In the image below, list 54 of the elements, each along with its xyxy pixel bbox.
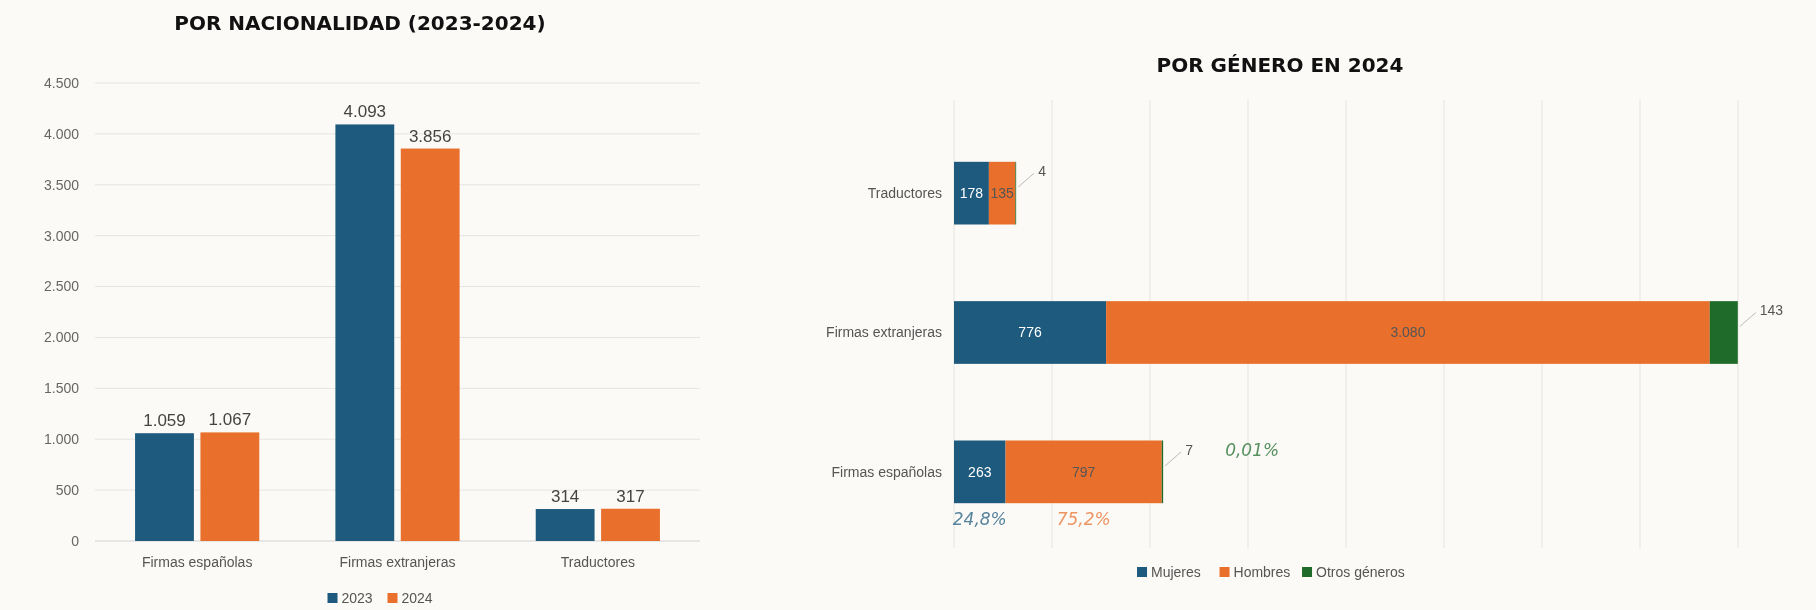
y-tick-label: 1.500 <box>43 380 80 397</box>
data-label: 776 <box>1018 324 1042 341</box>
x-tick-label: Firmas españolas <box>141 554 253 570</box>
data-label: 3.080 <box>1390 324 1426 341</box>
data-label: 1.067 <box>208 410 252 430</box>
legend-label: Mujeres <box>1151 563 1201 580</box>
data-label: 797 <box>1071 463 1096 480</box>
y-tick-label: Firmas españolas <box>831 463 942 480</box>
x-tick-label: Traductores <box>560 554 635 570</box>
y-tick-label: 500 <box>55 482 80 499</box>
data-label: 143 <box>1759 302 1784 319</box>
bar <box>1106 301 1710 364</box>
bar <box>601 508 660 541</box>
legend-label: 2024 <box>401 589 433 606</box>
data-label: 4 <box>1038 163 1047 180</box>
legend-label: 2023 <box>341 589 373 606</box>
chart-title: POR GÉNERO EN 2024 <box>1156 53 1404 77</box>
y-tick-label: 4.000 <box>43 125 80 142</box>
data-label: 135 <box>990 185 1015 202</box>
data-label: 317 <box>616 486 645 506</box>
data-label: 3.856 <box>408 126 452 146</box>
data-label: 178 <box>959 185 984 202</box>
bar <box>1709 301 1738 364</box>
data-label: 263 <box>968 463 992 480</box>
y-tick-label: 2.000 <box>43 329 80 346</box>
bar <box>954 440 1006 504</box>
bar <box>335 124 395 541</box>
y-tick-label: 4.500 <box>43 74 80 91</box>
legend-label: Hombres <box>1233 563 1291 580</box>
bar <box>135 433 194 541</box>
bar <box>954 161 989 225</box>
bar <box>200 432 260 541</box>
y-tick-label: 1.000 <box>43 431 80 448</box>
bar <box>954 301 1107 364</box>
y-tick-label: 3.000 <box>43 227 80 244</box>
bar <box>400 148 460 541</box>
bar <box>1005 440 1162 504</box>
x-tick-label: Firmas extranjeras <box>339 554 456 570</box>
y-tick-label: 2.500 <box>43 278 80 295</box>
data-label: 1.059 <box>143 411 186 431</box>
y-tick-label: Firmas extranjeras <box>826 324 942 341</box>
y-tick-label: 0 <box>71 532 80 549</box>
data-label: 314 <box>550 487 580 507</box>
annotation: 24,8% <box>952 509 1007 530</box>
y-tick-label: 3.500 <box>43 176 80 193</box>
bar <box>535 509 595 541</box>
data-label: 4.093 <box>343 102 387 122</box>
data-label: 7 <box>1185 441 1194 458</box>
chart-title: POR NACIONALIDAD (2023-2024) <box>174 11 546 35</box>
legend-label: Otros géneros <box>1316 563 1405 580</box>
bar <box>988 161 1016 225</box>
annotation: 0,01% <box>1225 439 1280 460</box>
y-tick-label: Traductores <box>867 185 942 202</box>
annotation: 75,2% <box>1056 509 1111 530</box>
